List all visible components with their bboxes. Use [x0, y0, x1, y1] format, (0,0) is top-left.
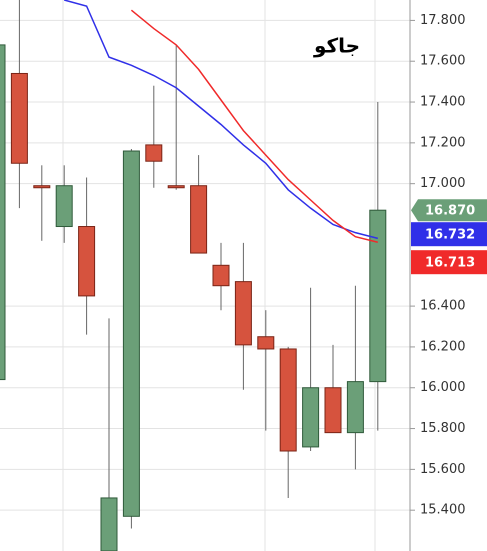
- candle-body: [10, 72, 28, 164]
- plot-area: [0, 0, 387, 551]
- price-label-text: 16.713: [425, 256, 475, 271]
- candle-body: [190, 185, 208, 254]
- candle-body: [369, 209, 387, 383]
- price-label-text: 16.732: [425, 228, 475, 243]
- price-label-box: [411, 199, 487, 222]
- candle-body: [212, 264, 230, 287]
- candle-body: [100, 497, 118, 551]
- candle-body: [302, 387, 320, 448]
- price-label: 16.732: [411, 222, 487, 247]
- y-axis-labels: 15.400 15.600 15.800 16.000 16.200 16.400 17.0…: [410, 13, 487, 518]
- candle-body: [122, 150, 140, 517]
- grid: [0, 19, 410, 511]
- y-tick-label: 15.600: [420, 462, 466, 477]
- candle-body: [346, 381, 364, 434]
- price-label: 16.713: [411, 250, 487, 275]
- y-tick-label: 15.400: [420, 503, 466, 518]
- price-label: 16.870: [411, 199, 487, 222]
- candle-body: [0, 44, 6, 381]
- candle-body: [324, 387, 342, 434]
- moving-average-line: [64, 0, 378, 240]
- price-label-box: [411, 250, 487, 275]
- y-tick-label: 17.000: [420, 176, 466, 191]
- candle-body: [33, 185, 51, 189]
- moving-average-line: [130, 9, 378, 243]
- y-tick-label: 15.800: [420, 421, 466, 436]
- price-label-box: [411, 222, 487, 247]
- y-tick-label: 17.200: [420, 135, 466, 150]
- y-tick-label: 16.200: [420, 339, 466, 354]
- y-tick-label: 16.000: [420, 380, 466, 395]
- candle-body: [257, 336, 275, 350]
- y-tick-label: 16.400: [420, 299, 466, 314]
- candle-body: [78, 226, 96, 297]
- candle-body: [167, 185, 185, 189]
- candle-body: [279, 348, 297, 452]
- candle-body: [234, 281, 252, 346]
- chart-title: جاكو: [313, 34, 360, 58]
- y-tick-label: 17.600: [420, 54, 466, 69]
- candle-body: [55, 185, 73, 228]
- candle-body: [145, 144, 163, 162]
- price-label-text: 16.870: [425, 204, 475, 219]
- y-tick-label: 17.400: [420, 95, 466, 110]
- y-tick-label: 17.800: [420, 13, 466, 28]
